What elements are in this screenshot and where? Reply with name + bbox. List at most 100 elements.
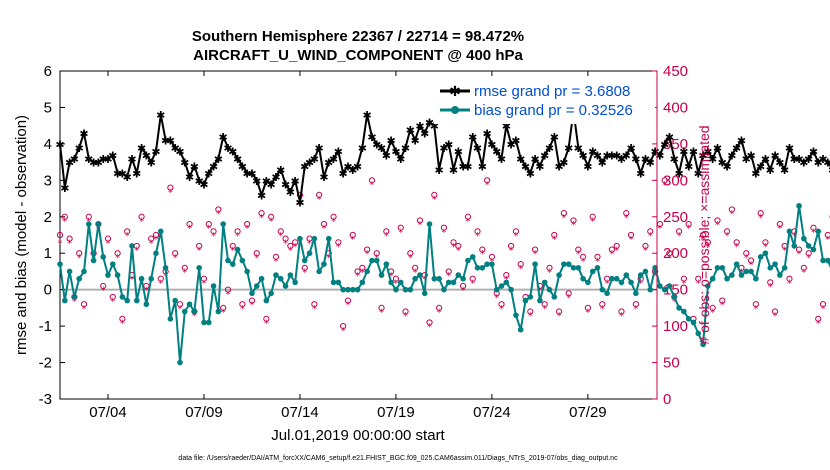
bias-point: [119, 294, 126, 300]
obs-assimilated-marker: *: [120, 318, 125, 329]
rmse-point: ✱: [65, 157, 74, 170]
obs-possible-marker: [584, 304, 591, 311]
y-left-tick-label: 0: [44, 282, 52, 299]
obs-possible-marker: [508, 242, 515, 250]
rmse-point: ✱: [396, 153, 405, 166]
rmse-point: ✱: [607, 149, 616, 162]
bias-point: [599, 286, 606, 293]
obs-possible-marker: [124, 228, 131, 235]
obs-assimilated-marker: *: [221, 308, 226, 319]
bias-point: [791, 243, 798, 249]
bias-point: [258, 275, 265, 282]
obs-assimilated-marker: *: [336, 242, 341, 253]
obs-possible-marker: [383, 228, 390, 235]
rmse-point: ✱: [75, 142, 84, 155]
obs-assimilated-marker: *: [590, 216, 595, 227]
obs-assimilated-marker: *: [77, 253, 82, 264]
obs-assimilated-marker: *: [513, 231, 518, 242]
obs-possible-marker: [416, 217, 424, 224]
obs-possible-marker: [349, 231, 356, 239]
bias-point: [196, 265, 202, 271]
obs-possible-marker: [80, 301, 88, 308]
obs-possible-marker: [450, 239, 457, 246]
bias-point: [205, 319, 212, 326]
obs-assimilated-marker: *: [648, 231, 653, 242]
obs-possible-marker: [402, 308, 409, 315]
obs-assimilated-marker: *: [585, 308, 590, 319]
rmse-point: ✱: [425, 117, 434, 130]
obs-possible-marker: [335, 239, 342, 246]
bias-point: [657, 283, 663, 289]
obs-possible-marker: [464, 213, 472, 220]
bias-point: [426, 221, 433, 227]
rmse-point: ✱: [387, 135, 396, 148]
bias-point: [628, 279, 634, 286]
rmse-point: ✱: [588, 146, 597, 159]
bias-point: [772, 261, 778, 267]
bias-point: [109, 261, 116, 267]
obs-possible-marker: [819, 301, 827, 308]
obs-possible-marker: [795, 246, 803, 253]
obs-possible-marker: [551, 231, 558, 239]
obs-assimilated-marker: *: [62, 216, 67, 227]
bias-point: [412, 275, 418, 282]
obs-assimilated-marker: *: [384, 231, 389, 242]
rmse-point: ✱: [295, 197, 304, 210]
rmse-point: ✱: [689, 146, 698, 159]
obs-assimilated-marker: *: [379, 308, 384, 319]
obs-assimilated-marker: *: [653, 271, 658, 282]
obs-assimilated-marker: *: [355, 271, 360, 282]
obs-assimilated-marker: *: [744, 253, 749, 264]
rmse-point: ✱: [420, 127, 429, 140]
obs-possible-marker: [76, 250, 83, 257]
obs-possible-marker: [412, 264, 419, 271]
bias-point: [162, 265, 169, 271]
y-left-tick-label: -3: [39, 391, 52, 408]
y-axis-left-label: rmse and bias (model - observation): [13, 115, 30, 355]
rmse-point: ✱: [363, 109, 372, 122]
obs-assimilated-marker: *: [67, 238, 72, 249]
rmse-point: ✱: [166, 135, 175, 148]
bias-point: [474, 265, 481, 271]
obs-assimilated-marker: *: [369, 180, 374, 191]
obs-assimilated-marker: *: [465, 216, 470, 227]
rmse-point: ✱: [468, 131, 477, 144]
obs-possible-marker: [157, 275, 164, 282]
rmse-point: ✱: [554, 160, 563, 173]
obs-assimilated-marker: *: [110, 297, 115, 308]
obs-assimilated-marker: *: [657, 224, 662, 235]
obs-assimilated-marker: *: [350, 235, 355, 246]
bias-point: [561, 261, 567, 267]
bias-point: [690, 319, 697, 326]
bias-point: [805, 243, 812, 249]
y-left-tick-label: 3: [44, 172, 52, 189]
rmse-point: ✱: [626, 142, 635, 155]
obs-assimilated-marker: *: [321, 224, 326, 235]
obs-possible-marker: [85, 213, 92, 220]
obs-possible-marker: [234, 228, 241, 235]
obs-assimilated-marker: *: [235, 231, 240, 242]
obs-assimilated-marker: *: [662, 180, 667, 191]
obs-possible-marker: [392, 275, 400, 282]
obs-assimilated-marker: *: [537, 286, 542, 297]
legend-rmse-label: rmse grand pr = 3.6808: [474, 83, 630, 100]
obs-assimilated-marker: *: [561, 213, 566, 224]
data-file-footer: data file: /Users/raeder/DAI/ATM_forcXX/…: [178, 455, 618, 462]
rmse-point: ✱: [713, 142, 722, 155]
bias-point: [633, 290, 639, 297]
obs-possible-marker: [642, 242, 649, 250]
obs-assimilated-marker: *: [288, 246, 293, 257]
rmse-point: ✱: [190, 160, 199, 173]
obs-assimilated-marker: *: [456, 246, 461, 257]
obs-possible-marker: [263, 315, 270, 322]
bias-point: [81, 268, 87, 275]
bias-point: [671, 294, 678, 300]
obs-possible-marker: [172, 250, 179, 257]
bias-point: [589, 268, 596, 275]
rmse-point: ✱: [137, 142, 146, 155]
bias-point: [517, 326, 524, 333]
bias-point: [340, 286, 346, 293]
obs-assimilated-marker: *: [149, 238, 154, 249]
bias-point: [220, 221, 226, 227]
x-tick-label: 07/29: [569, 404, 607, 421]
